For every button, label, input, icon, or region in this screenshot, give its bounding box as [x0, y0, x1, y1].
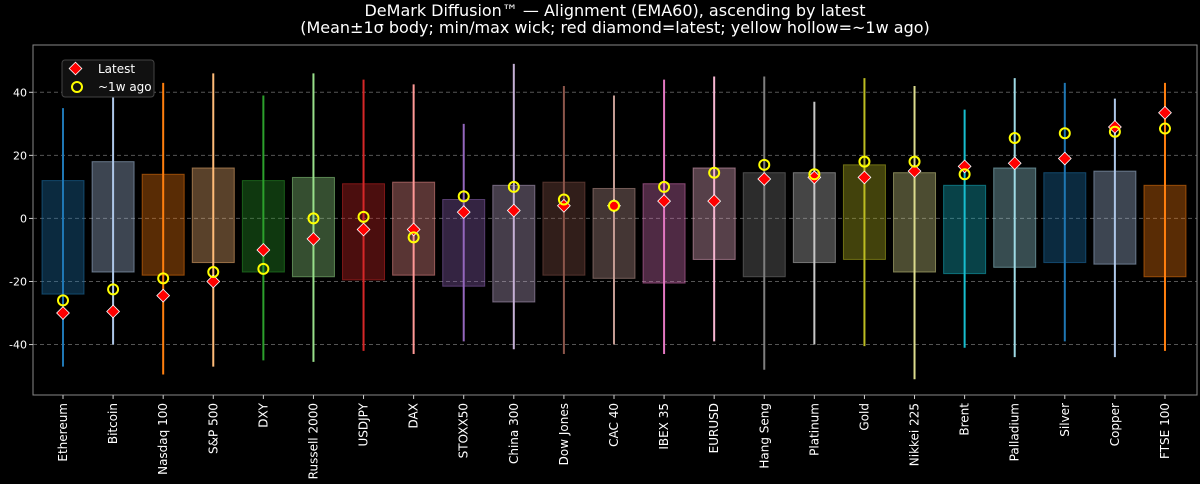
marks [41, 63, 1187, 380]
x-tick-label: Dow Jones [557, 403, 571, 465]
week-ago-marker-Brent [958, 168, 971, 181]
x-tick-label: Brent [958, 403, 972, 436]
y-tick-label: -40 [9, 339, 27, 352]
y-axis: -40 -20 0 20 40 [9, 86, 33, 352]
week-ago-marker-Palladium [1008, 132, 1021, 145]
x-tick-label: Palladium [1008, 403, 1022, 461]
week-ago-marker-Nasdaq 100 [157, 272, 170, 285]
plot-frame [32, 44, 1198, 396]
x-tick-label: Bitcoin [106, 403, 120, 444]
week-ago-marker-CAC 40 [607, 199, 620, 212]
y-tick-label: -20 [9, 275, 27, 288]
x-axis: Ethereum Bitcoin Nasdaq 100 S&P 500 DXY Russe… [56, 395, 1172, 479]
x-tick-label: S&P 500 [206, 403, 220, 454]
latest-marker-Nasdaq 100 [156, 288, 171, 303]
latest-marker-China 300 [506, 203, 521, 218]
week-ago-marker-DXY [257, 262, 270, 275]
week-ago-marker-Russell 2000 [307, 212, 320, 225]
chart-subtitle: (Mean±1σ body; min/max wick; red diamond… [300, 18, 930, 37]
week-ago-marker-S&P 500 [207, 266, 220, 279]
week-ago-marker-Nikkei 225 [908, 155, 921, 168]
x-tick-label: CAC 40 [607, 403, 621, 447]
latest-marker-Palladium [1007, 156, 1022, 171]
x-tick-label: Russell 2000 [306, 403, 320, 479]
x-tick-label: STOXX50 [457, 403, 471, 458]
week-ago-marker-China 300 [507, 180, 520, 193]
x-tick-label: Nasdaq 100 [156, 403, 170, 475]
latest-marker-Ethereum [56, 306, 70, 320]
x-tick-label: DAX [407, 403, 421, 428]
latest-marker-STOXX50 [456, 205, 471, 220]
week-ago-marker-Gold [858, 155, 871, 168]
latest-marker-Platinum [807, 170, 822, 185]
week-ago-marker-Dow Jones [557, 193, 570, 206]
x-tick-label: USDJPY [357, 402, 371, 446]
y-tick-label: 0 [20, 212, 27, 225]
latest-marker-DXY [256, 243, 271, 257]
latest-marker-USDJPY [356, 222, 371, 237]
x-tick-label: IBEX 35 [657, 403, 671, 450]
x-tick-label: China 300 [507, 403, 521, 464]
week-ago-marker-Silver [1058, 127, 1071, 140]
x-tick-label: Ethereum [56, 403, 70, 462]
x-tick-label: Hang Seng [757, 403, 771, 469]
week-ago-marker-Platinum [808, 168, 821, 181]
latest-marker-Gold [857, 170, 872, 185]
y-tick-label: 20 [13, 149, 27, 162]
legend-box [61, 59, 155, 98]
latest-marker-Silver [1057, 151, 1072, 166]
legend-week-ago-label: ~1w ago [98, 80, 152, 94]
week-ago-marker-Hang Seng [758, 158, 771, 171]
latest-marker-FTSE 100 [1158, 105, 1172, 120]
legend-latest-marker [68, 61, 83, 76]
week-ago-marker-Copper [1108, 125, 1121, 138]
week-ago-marker-Bitcoin [107, 283, 120, 296]
legend-latest-label: Latest [98, 62, 135, 76]
x-tick-label: Copper [1108, 403, 1122, 446]
week-ago-marker-Ethereum [57, 294, 69, 307]
latest-marker-IBEX 35 [657, 194, 672, 209]
x-tick-label: FTSE 100 [1158, 403, 1172, 459]
x-tick-label: Silver [1058, 403, 1072, 437]
x-tick-label: Gold [857, 403, 871, 431]
week-ago-marker-USDJPY [357, 210, 370, 223]
latest-marker-S&P 500 [206, 274, 221, 289]
latest-marker-EURUSD [707, 194, 722, 209]
latest-marker-Hang Seng [757, 172, 772, 186]
week-ago-marker-DAX [407, 231, 420, 244]
x-tick-label: DXY [256, 402, 270, 427]
week-ago-marker-FTSE 100 [1158, 122, 1171, 135]
legend: Latest ~1w ago [61, 59, 155, 98]
x-tick-label: Platinum [807, 403, 821, 456]
week-ago-marker-EURUSD [708, 166, 721, 179]
latest-marker-Nikkei 225 [907, 164, 922, 179]
week-ago-marker-IBEX 35 [658, 180, 671, 193]
x-tick-label: Nikkei 225 [908, 403, 922, 466]
y-tick-label: 40 [13, 86, 27, 99]
x-tick-label: EURUSD [707, 403, 721, 453]
latest-marker-Bitcoin [106, 304, 121, 319]
legend-week-ago-marker [71, 81, 83, 93]
grid [33, 91, 1197, 346]
chart-title: DeMark Diffusion™ — Alignment (EMA60), a… [364, 1, 865, 20]
latest-marker-Russell 2000 [306, 231, 321, 246]
week-ago-marker-STOXX50 [457, 190, 470, 203]
